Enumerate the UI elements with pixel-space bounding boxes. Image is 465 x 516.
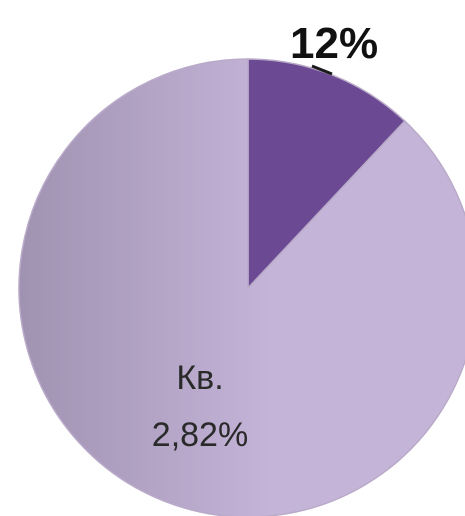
slice-data-label-large: 2,82% — [152, 416, 248, 454]
pie-slice-large — [18, 58, 465, 516]
pie-slices — [18, 58, 465, 516]
slice-data-label-small: 12% — [290, 19, 378, 68]
pie-slice-small — [247, 58, 406, 290]
slice-category-label-large: Кв. — [176, 359, 223, 397]
slice-leader-line — [311, 64, 333, 76]
